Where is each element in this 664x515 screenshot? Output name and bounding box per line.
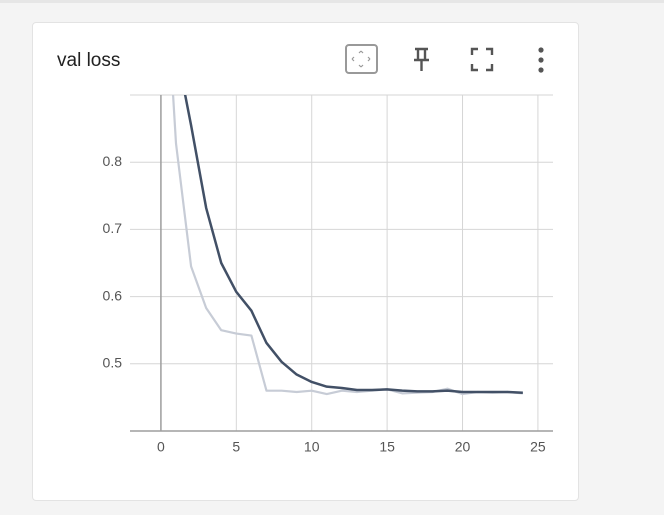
fit-icon[interactable] xyxy=(345,44,378,74)
divider xyxy=(0,0,664,3)
series-line xyxy=(183,95,523,394)
y-tick-label: 0.8 xyxy=(103,153,123,169)
x-tick-label: 5 xyxy=(232,439,240,455)
y-tick-label: 0.5 xyxy=(103,355,123,371)
series-line xyxy=(171,95,523,396)
y-tick-label: 0.6 xyxy=(103,287,123,303)
x-tick-label: 25 xyxy=(530,439,546,455)
x-tick-label: 20 xyxy=(455,439,471,455)
fullscreen-icon[interactable] xyxy=(470,47,494,72)
more-icon[interactable] xyxy=(538,47,544,73)
y-tick-label: 0.9 xyxy=(103,86,123,102)
y-tick-label: 0.7 xyxy=(103,220,123,236)
x-tick-label: 0 xyxy=(157,439,165,455)
card-title: val loss xyxy=(57,50,121,71)
x-tick-label: 10 xyxy=(304,439,320,455)
card: val loss xyxy=(32,22,579,501)
pin-icon[interactable] xyxy=(414,47,429,71)
y-tick-label: 0.4 xyxy=(103,422,123,438)
x-tick-label: 15 xyxy=(379,439,395,455)
